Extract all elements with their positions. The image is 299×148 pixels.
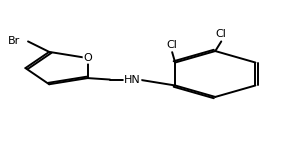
Text: HN: HN [124, 75, 141, 85]
Text: O: O [83, 53, 92, 63]
Text: Br: Br [8, 36, 21, 46]
Text: Cl: Cl [167, 40, 178, 50]
Text: Cl: Cl [216, 29, 227, 39]
